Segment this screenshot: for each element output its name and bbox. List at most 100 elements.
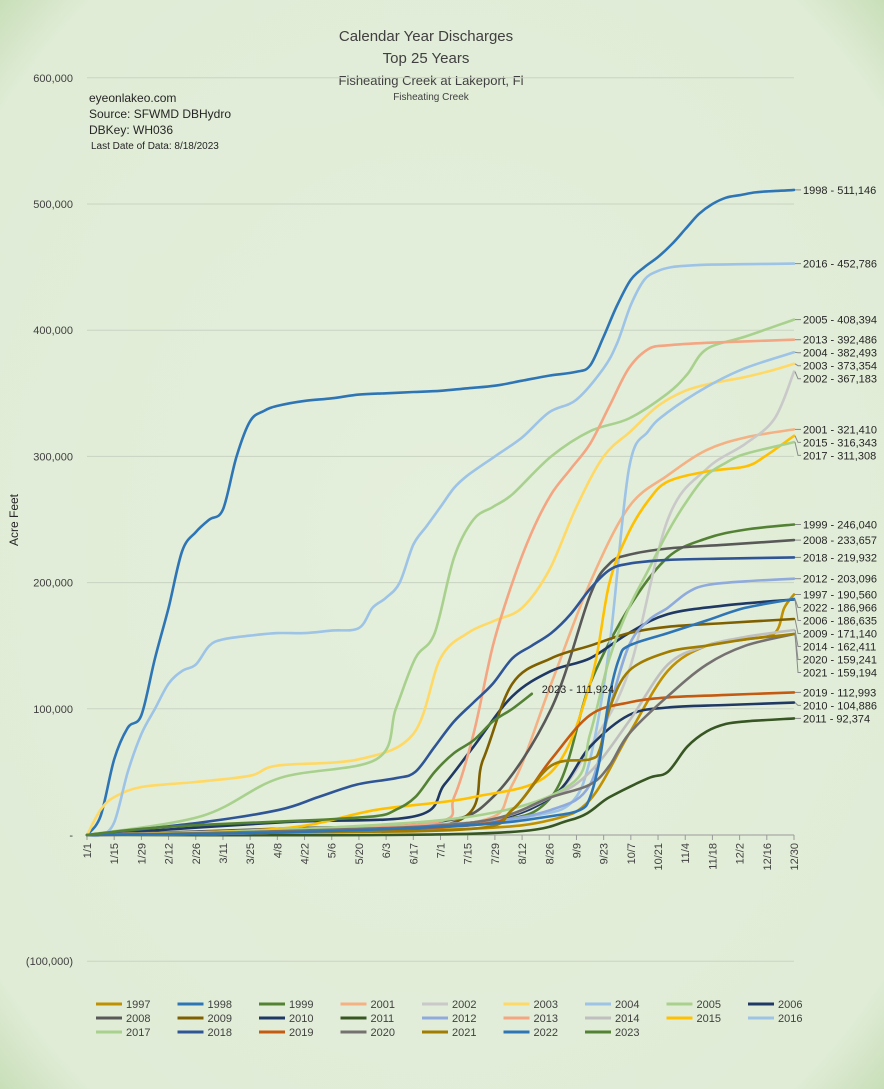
series-line-2005 [85,318,796,837]
x-tick-label: 1/29 [136,843,148,864]
end-label-2017: 2017 - 311,308 [803,450,876,462]
legend-label-2017: 2017 [126,1027,150,1039]
end-label-2003: 2003 - 373,354 [803,361,877,373]
y-tick-label: 100,000 [33,704,73,716]
y-tick-label: - [69,830,73,842]
legend-label-2006: 2006 [778,999,802,1011]
x-tick-label: 6/3 [381,843,393,858]
x-tick-label: 4/8 [272,843,284,858]
x-tick-label: 11/18 [707,843,719,870]
point-label-2023: 2023 - 111,924 [542,684,614,696]
end-label-2005: 2005 - 408,394 [803,315,877,327]
y-tick-label: 400,000 [33,325,73,337]
end-label-leader [794,363,801,367]
y-tick-label: 300,000 [33,451,73,463]
end-label-leader [794,599,801,621]
x-tick-label: 3/25 [245,843,257,864]
x-tick-label: 1/1 [82,843,94,858]
end-label-leader [794,435,801,443]
series-line-2016 [85,262,796,838]
legend-label-2018: 2018 [208,1027,232,1039]
legend-label-2014: 2014 [615,1013,639,1025]
x-tick-label: 2/26 [191,843,203,864]
chart-subtitle-creek: Fisheating Creek [393,92,470,103]
legend-label-2020: 2020 [371,1027,395,1039]
legend-label-2008: 2008 [126,1013,150,1025]
x-tick-label: 12/2 [735,843,747,864]
legend-label-2002: 2002 [452,999,476,1011]
legend-label-2004: 2004 [615,999,639,1011]
x-tick-label: 8/12 [517,843,529,864]
end-labels: 1998 - 511,146 2016 - 452,786 2005 - 408,3… [542,185,877,725]
x-tick-label: 5/6 [327,843,339,858]
x-tick-label: 3/11 [218,843,230,864]
end-label-2004: 2004 - 382,493 [803,348,877,360]
end-label-2022: 2022 - 186,966 [803,603,877,615]
end-label-2020: 2020 - 159,241 [803,655,877,667]
note-source: Source: SFWMD DBHydro [89,107,231,121]
legend: 1997 1998 1999 2001 2002 2003 2004 2005 2006 2008… [96,999,802,1039]
end-label-leader [794,441,801,456]
x-tick-label: 1/15 [109,843,121,864]
series-line-2003 [85,362,796,837]
end-label-2012: 2012 - 203,096 [803,574,877,586]
end-label-2006: 2006 - 186,635 [803,616,877,628]
series-line-2013 [85,338,796,837]
legend-label-2016: 2016 [778,1013,802,1025]
legend-label-2013: 2013 [534,1013,558,1025]
note-dbkey: DBKey: WH036 [89,123,173,137]
legend-label-2012: 2012 [452,1013,476,1025]
x-tick-label: 9/23 [599,843,611,864]
end-label-1999: 1999 - 246,040 [803,519,877,531]
end-label-2013: 2013 - 392,486 [803,335,877,347]
x-tick-label: 4/22 [300,843,312,864]
chart-subtitle: Top 25 Years [383,50,470,67]
end-label-2018: 2018 - 219,932 [803,552,877,564]
x-tick-label: 6/17 [408,843,420,864]
series-line-2015 [85,434,796,837]
legend-label-2005: 2005 [697,999,721,1011]
end-label-1997: 1997 - 190,560 [803,590,877,602]
series-line-2021 [85,632,796,837]
legend-label-2019: 2019 [289,1027,313,1039]
end-label-leader [794,634,801,673]
series-line-2018 [85,556,796,837]
legend-label-2010: 2010 [289,1013,313,1025]
note-website: eyeonlakeo.com [89,91,176,105]
end-label-leader [794,598,801,608]
end-label-2011: 2011 - 92,374 [803,713,870,725]
end-label-leader [794,371,801,380]
x-tick-label: 2/12 [164,843,176,864]
legend-label-2021: 2021 [452,1027,476,1039]
end-label-leader [794,629,801,647]
end-label-leader [794,702,801,706]
legend-label-2003: 2003 [534,999,558,1011]
end-label-2015: 2015 - 316,343 [803,437,877,449]
x-tick-label: 9/9 [571,843,583,858]
y-tick-label: 500,000 [33,199,73,211]
end-label-2002: 2002 - 367,183 [803,374,877,386]
note-last-date: Last Date of Data: 8/18/2023 [91,141,219,152]
y-tick-label: 200,000 [33,578,73,590]
end-label-2014: 2014 - 162,411 [803,642,876,654]
legend-label-1997: 1997 [126,999,150,1011]
y-axis-label: Acre Feet [7,493,21,546]
legend-label-2023: 2023 [615,1027,639,1039]
x-tick-label: 10/21 [653,843,665,871]
x-tick-label: 7/1 [436,843,448,858]
y-axis: (100,000) - 100,000 200,000 300,000 400,000 50… [26,73,73,968]
series-line-2023 [85,692,534,837]
legend-label-2001: 2001 [371,999,395,1011]
series-lines [85,188,796,838]
legend-label-2011: 2011 [371,1013,395,1025]
legend-label-2009: 2009 [208,1013,232,1025]
end-label-2001: 2001 - 321,410 [803,424,877,436]
series-line-2022 [85,597,796,837]
x-tick-label: 12/30 [789,843,801,871]
end-label-2009: 2009 - 171,140 [803,629,877,641]
chart-title: Calendar Year Discharges [339,28,513,45]
end-label-1998: 1998 - 511,146 [803,185,876,197]
end-label-2010: 2010 - 104,886 [803,700,877,712]
y-tick-label: 600,000 [33,73,73,85]
